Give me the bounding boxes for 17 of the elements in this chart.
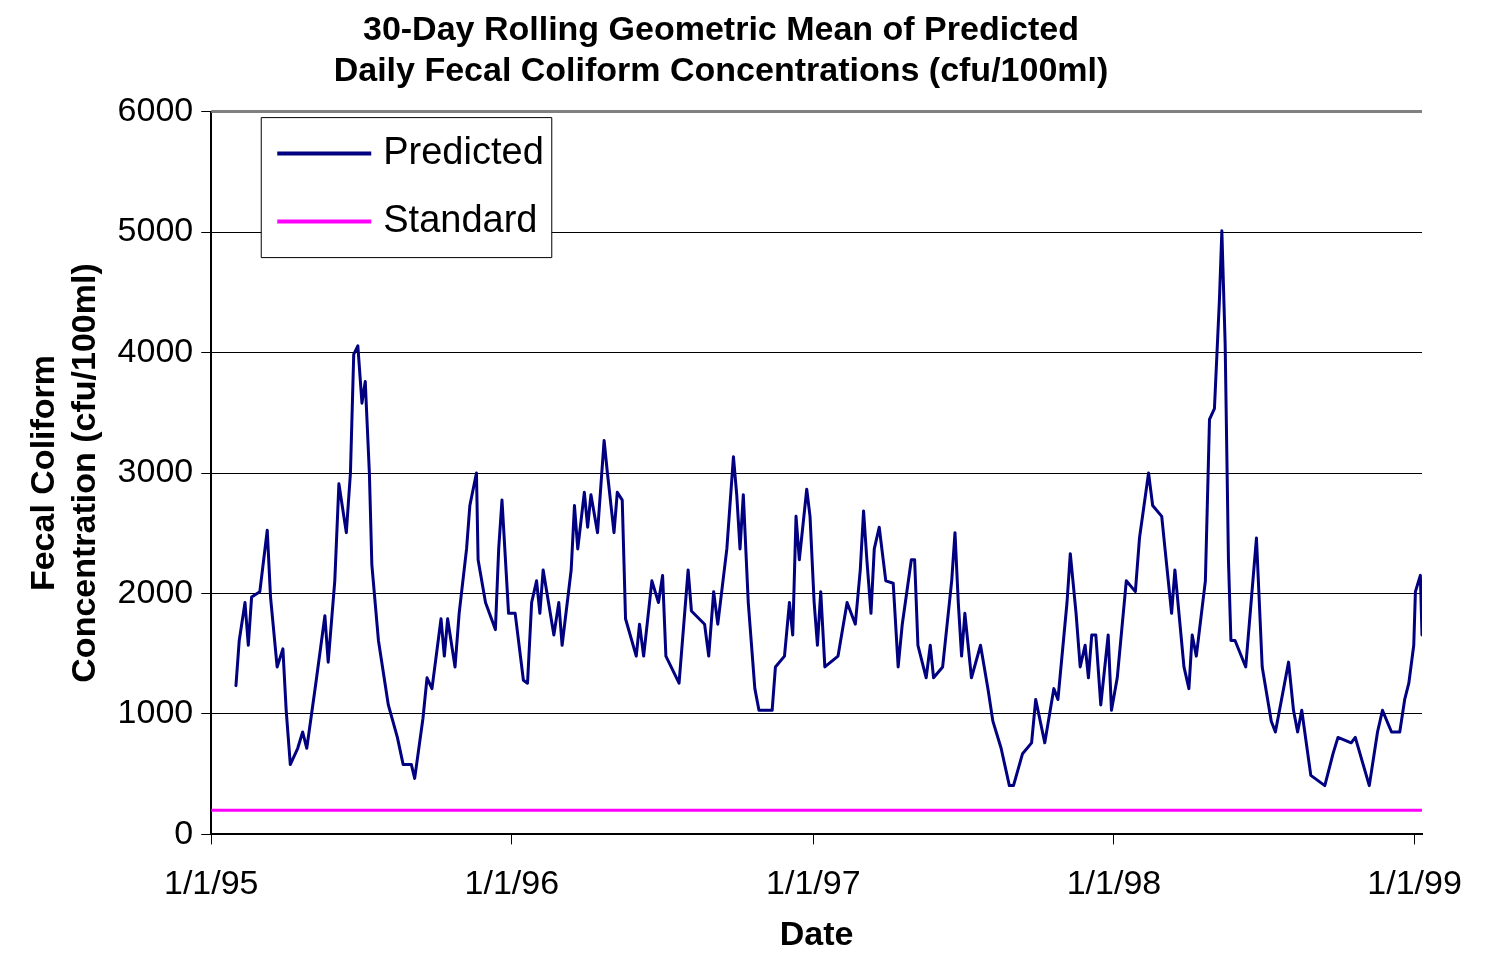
y-tick-label: 2000 bbox=[117, 571, 194, 610]
x-tick-label: 1/1/99 bbox=[1367, 863, 1462, 902]
x-tick-label: 1/1/96 bbox=[464, 863, 560, 902]
y-tick-label: 1000 bbox=[117, 692, 194, 731]
x-tick-label: 1/1/95 bbox=[163, 863, 259, 902]
y-axis-title: Fecal Coliform Concentration (cfu/100ml) bbox=[22, 263, 102, 683]
legend-label: Predicted bbox=[383, 130, 544, 173]
y-tick-label: 0 bbox=[174, 812, 194, 851]
y-tick-label: 6000 bbox=[117, 89, 194, 128]
chart-title: 30-Day Rolling Geometric Mean of Predicted Daily Fecal Coliform Concentrations (cfu/100ml) bbox=[333, 8, 1109, 88]
legend-label: Standard bbox=[383, 198, 538, 241]
x-tick-label: 1/1/98 bbox=[1066, 863, 1162, 902]
y-tick-label: 3000 bbox=[117, 451, 194, 490]
y-tick-label: 5000 bbox=[117, 210, 194, 249]
x-axis-title: Date bbox=[779, 913, 854, 952]
y-tick-label: 4000 bbox=[117, 330, 194, 369]
x-tick-label: 1/1/97 bbox=[766, 863, 861, 902]
